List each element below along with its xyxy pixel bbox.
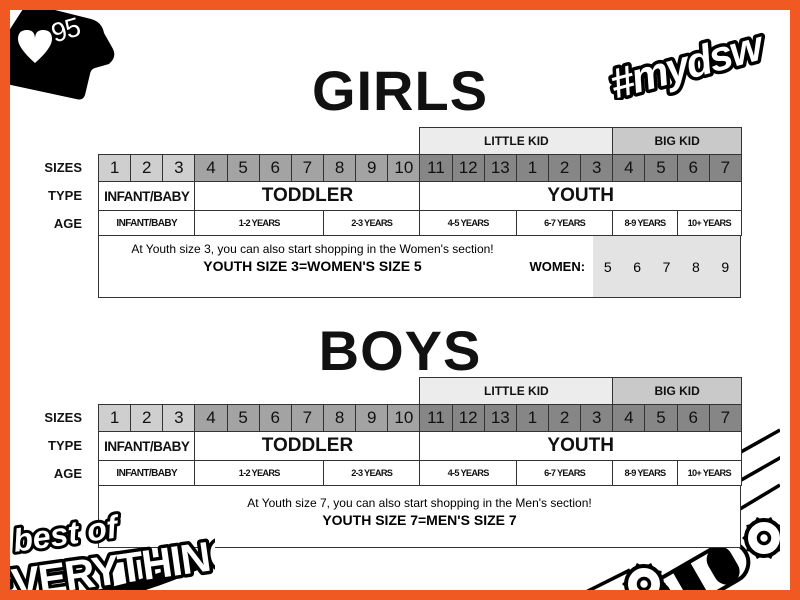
svg-text:#mydsw: #mydsw [605,21,770,100]
